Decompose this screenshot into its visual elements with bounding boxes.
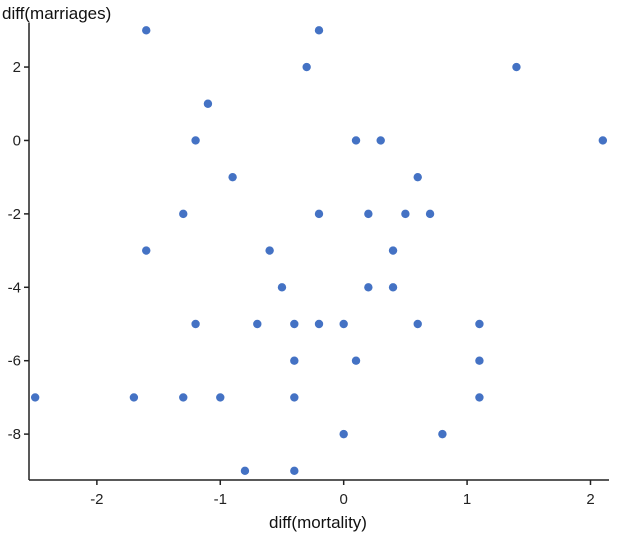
data-point: [240, 466, 250, 476]
data-point: [142, 26, 151, 35]
data-point: [364, 283, 373, 292]
data-point: [364, 209, 373, 219]
data-point: [290, 393, 299, 402]
x-axis-title: diff(mortality): [269, 513, 367, 532]
data-point: [314, 209, 324, 219]
x-tick-label: 2: [586, 491, 594, 508]
data-point: [265, 246, 274, 255]
data-point: [30, 393, 40, 402]
data-point: [142, 246, 151, 255]
x-tick-label: -2: [90, 491, 103, 508]
data-point: [216, 393, 225, 402]
data-point: [351, 136, 361, 145]
data-point: [401, 209, 410, 219]
data-point: [598, 136, 608, 145]
y-tick-label: -8: [8, 426, 21, 443]
data-point: [351, 356, 361, 365]
data-point: [191, 136, 200, 145]
data-point: [277, 283, 287, 292]
data-point: [339, 319, 348, 329]
data-point: [438, 429, 447, 439]
y-tick-label: -4: [8, 279, 21, 296]
x-tick-label: 0: [340, 491, 348, 508]
data-point: [179, 209, 188, 219]
data-point: [376, 136, 385, 145]
axes: [28, 23, 609, 481]
data-point: [203, 99, 213, 108]
data-point: [475, 319, 484, 329]
data-point: [388, 283, 398, 292]
y-tick-label: -6: [8, 353, 21, 370]
data-point: [129, 393, 139, 402]
data-point: [425, 209, 435, 219]
data-point: [290, 319, 299, 329]
data-point: [253, 319, 262, 329]
data-point: [228, 172, 237, 182]
data-point: [413, 172, 422, 182]
data-point: [388, 246, 398, 255]
data-point: [475, 393, 484, 402]
data-point: [290, 356, 299, 365]
y-axis-ticks: 2 0 -2 -4 -6 -8: [8, 59, 29, 443]
data-point: [475, 356, 484, 365]
data-point: [290, 466, 299, 476]
x-tick-label: -1: [214, 491, 227, 508]
data-point: [179, 393, 188, 402]
y-tick-label: 0: [13, 132, 21, 149]
x-tick-label: 1: [463, 491, 471, 508]
data-point: [512, 62, 521, 72]
data-point: [413, 319, 422, 329]
data-point: [314, 319, 324, 329]
data-point: [191, 319, 200, 329]
x-axis-ticks: -2 -1 0 1 2: [90, 480, 595, 508]
data-point: [302, 62, 311, 72]
y-tick-label: -2: [8, 206, 21, 223]
data-points: [30, 26, 608, 476]
y-axis-title: diff(marriages): [2, 4, 111, 23]
y-tick-label: 2: [13, 59, 21, 76]
data-point: [339, 429, 348, 439]
data-point: [314, 26, 324, 35]
